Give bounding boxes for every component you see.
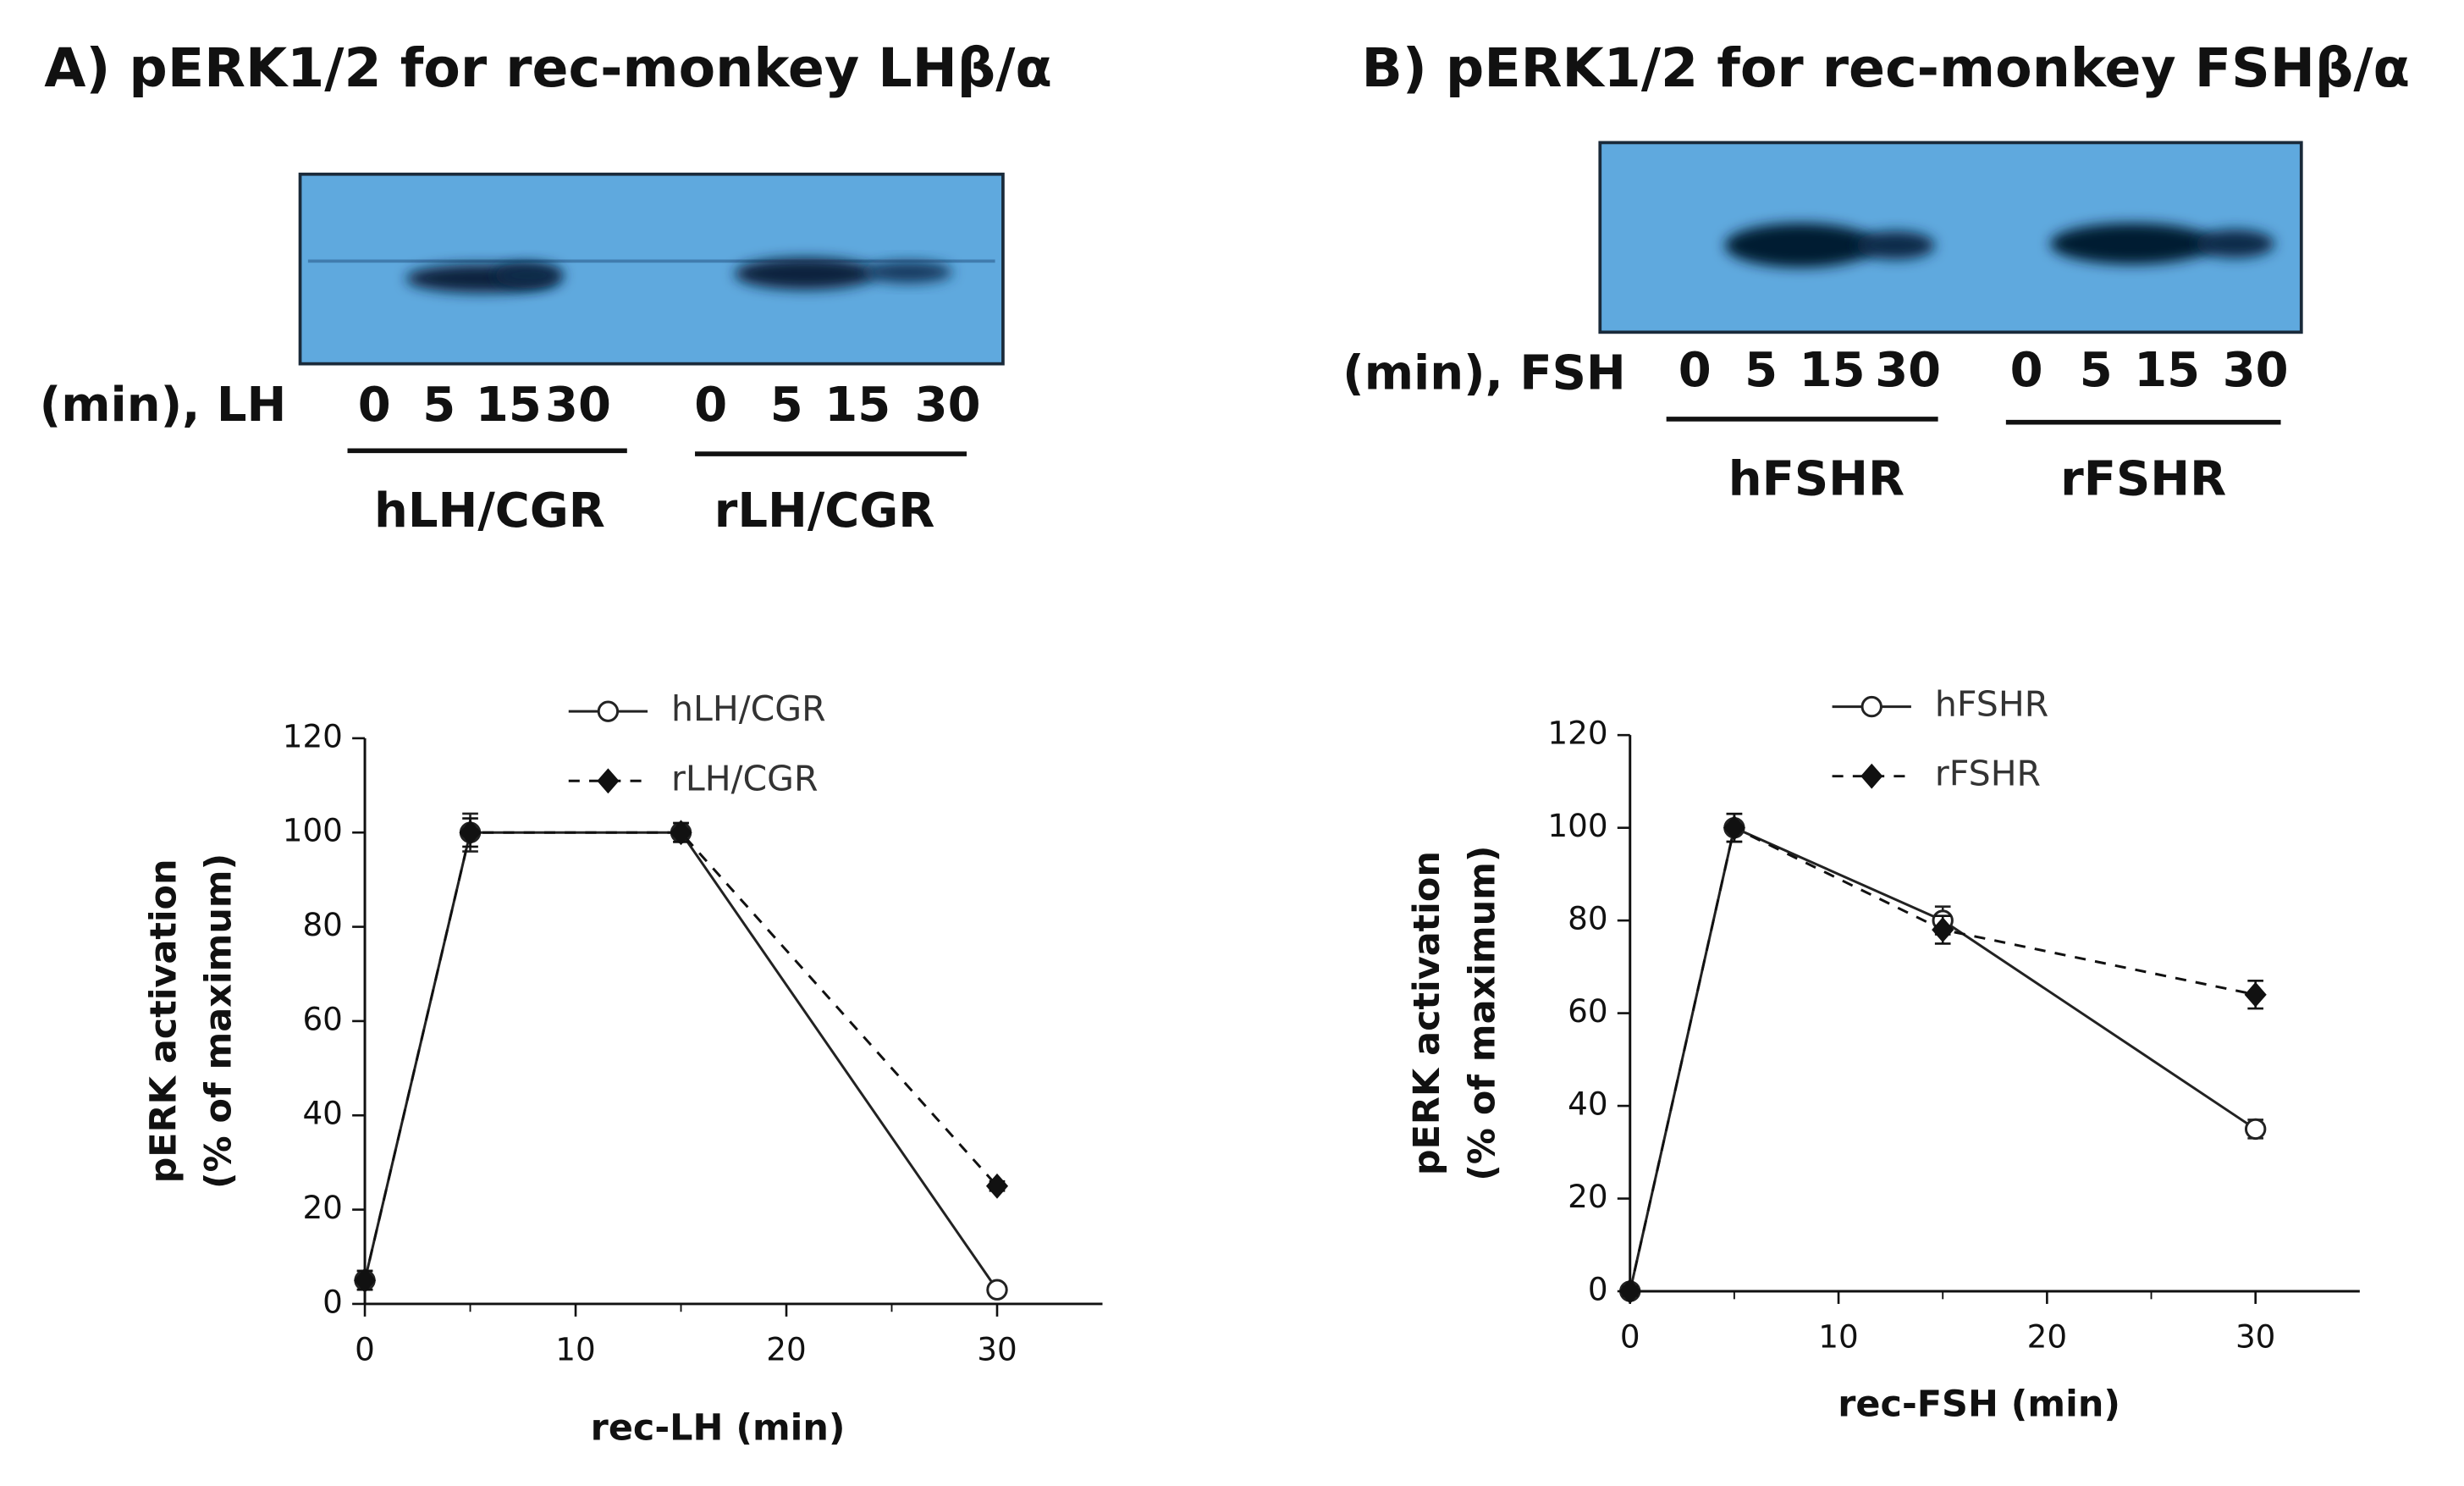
y-axis-label: (% of maximum) xyxy=(1462,845,1504,1180)
lane-time: 30 xyxy=(2223,343,2289,398)
series xyxy=(354,812,1008,1301)
legend-label: hLH/CGR xyxy=(671,688,826,729)
point xyxy=(459,820,482,846)
series xyxy=(353,817,1009,1294)
lane-time: 0 xyxy=(358,378,391,433)
point xyxy=(2244,981,2267,1008)
blot-image xyxy=(1598,141,2303,334)
x-tick-label: 0 xyxy=(355,1330,375,1367)
lane-time: 15 xyxy=(824,378,890,433)
group-label: hLH/CGR xyxy=(374,483,605,539)
point xyxy=(2244,1118,2267,1141)
lane-time: 15 xyxy=(476,378,542,433)
y-axis-label: pERK activation xyxy=(1406,851,1448,1175)
point xyxy=(1723,815,1745,841)
lane-time: 5 xyxy=(422,378,455,433)
y-tick-label: 20 xyxy=(302,1189,342,1226)
panel-title: A) pERK1/2 for rec-monkey LHβ/α xyxy=(44,36,1052,99)
y-tick-label: 100 xyxy=(283,812,343,849)
y-tick-label: 80 xyxy=(302,906,342,943)
lane-time: 30 xyxy=(1875,343,1941,398)
lane-time: 15 xyxy=(2134,343,2200,398)
point xyxy=(1932,917,1954,942)
series xyxy=(1619,812,2267,1302)
legend-marker xyxy=(597,700,620,722)
lane-time: 5 xyxy=(2080,343,2113,398)
y-tick-label: 40 xyxy=(1568,1085,1607,1123)
legend-label: hFSHR xyxy=(1935,684,2048,725)
series-line xyxy=(1629,826,2256,1292)
x-axis-label: rec-FSH (min) xyxy=(1838,1384,2120,1426)
x-tick-label: 20 xyxy=(2027,1318,2067,1355)
series xyxy=(1618,812,2267,1304)
x-tick-label: 20 xyxy=(766,1330,806,1367)
y-axis-label: pERK activation xyxy=(142,859,185,1183)
y-tick-label: 40 xyxy=(302,1095,342,1132)
lane-time: 5 xyxy=(770,378,803,433)
group-label: hFSHR xyxy=(1728,452,1905,507)
group-label: rFSHR xyxy=(2060,452,2226,507)
y-tick-label: 60 xyxy=(1568,992,1607,1030)
point xyxy=(670,820,692,846)
lane-time: 30 xyxy=(915,378,981,433)
x-tick-label: 30 xyxy=(2235,1318,2275,1355)
legend-label: rFSHR xyxy=(1935,754,2041,794)
series-line xyxy=(1629,826,2257,1292)
blot-image xyxy=(298,172,1005,366)
y-tick-label: 0 xyxy=(322,1283,343,1320)
group-label: rLH/CGR xyxy=(714,483,935,539)
series-line xyxy=(363,831,999,1291)
legend-marker xyxy=(1860,695,1882,718)
x-axis-label: rec-LH (min) xyxy=(591,1407,846,1450)
series-line xyxy=(363,831,999,1281)
lane-time: 0 xyxy=(694,378,727,433)
y-tick-label: 120 xyxy=(283,717,343,754)
point xyxy=(1618,1279,1641,1304)
legend-marker xyxy=(1860,763,1883,789)
y-tick-label: 20 xyxy=(1568,1178,1607,1215)
y-tick-label: 60 xyxy=(302,1000,342,1037)
y-axis-label: (% of maximum) xyxy=(198,853,240,1189)
point xyxy=(353,1268,377,1294)
y-tick-label: 120 xyxy=(1547,715,1607,752)
lane-time: 5 xyxy=(1745,343,1778,398)
x-tick-label: 30 xyxy=(977,1330,1017,1367)
legend-marker xyxy=(597,768,620,794)
y-tick-label: 80 xyxy=(1568,900,1607,937)
lane-time: 30 xyxy=(545,378,611,433)
y-tick-label: 100 xyxy=(1547,807,1607,844)
lane-time: 0 xyxy=(1678,343,1712,398)
legend-label: rLH/CGR xyxy=(671,758,818,798)
y-tick-label: 0 xyxy=(1588,1271,1608,1308)
lane-label: (min), LH xyxy=(40,378,287,433)
lane-label: (min), FSH xyxy=(1342,346,1626,401)
lane-time: 0 xyxy=(2010,343,2043,398)
point xyxy=(986,1279,1008,1301)
x-tick-label: 10 xyxy=(555,1330,595,1367)
x-tick-label: 0 xyxy=(1620,1318,1640,1355)
lane-time: 15 xyxy=(1800,343,1866,398)
panel-title: B) pERK1/2 for rec-monkey FSHβ/α xyxy=(1362,36,2411,99)
x-tick-label: 10 xyxy=(1818,1318,1858,1355)
point xyxy=(985,1173,1009,1199)
